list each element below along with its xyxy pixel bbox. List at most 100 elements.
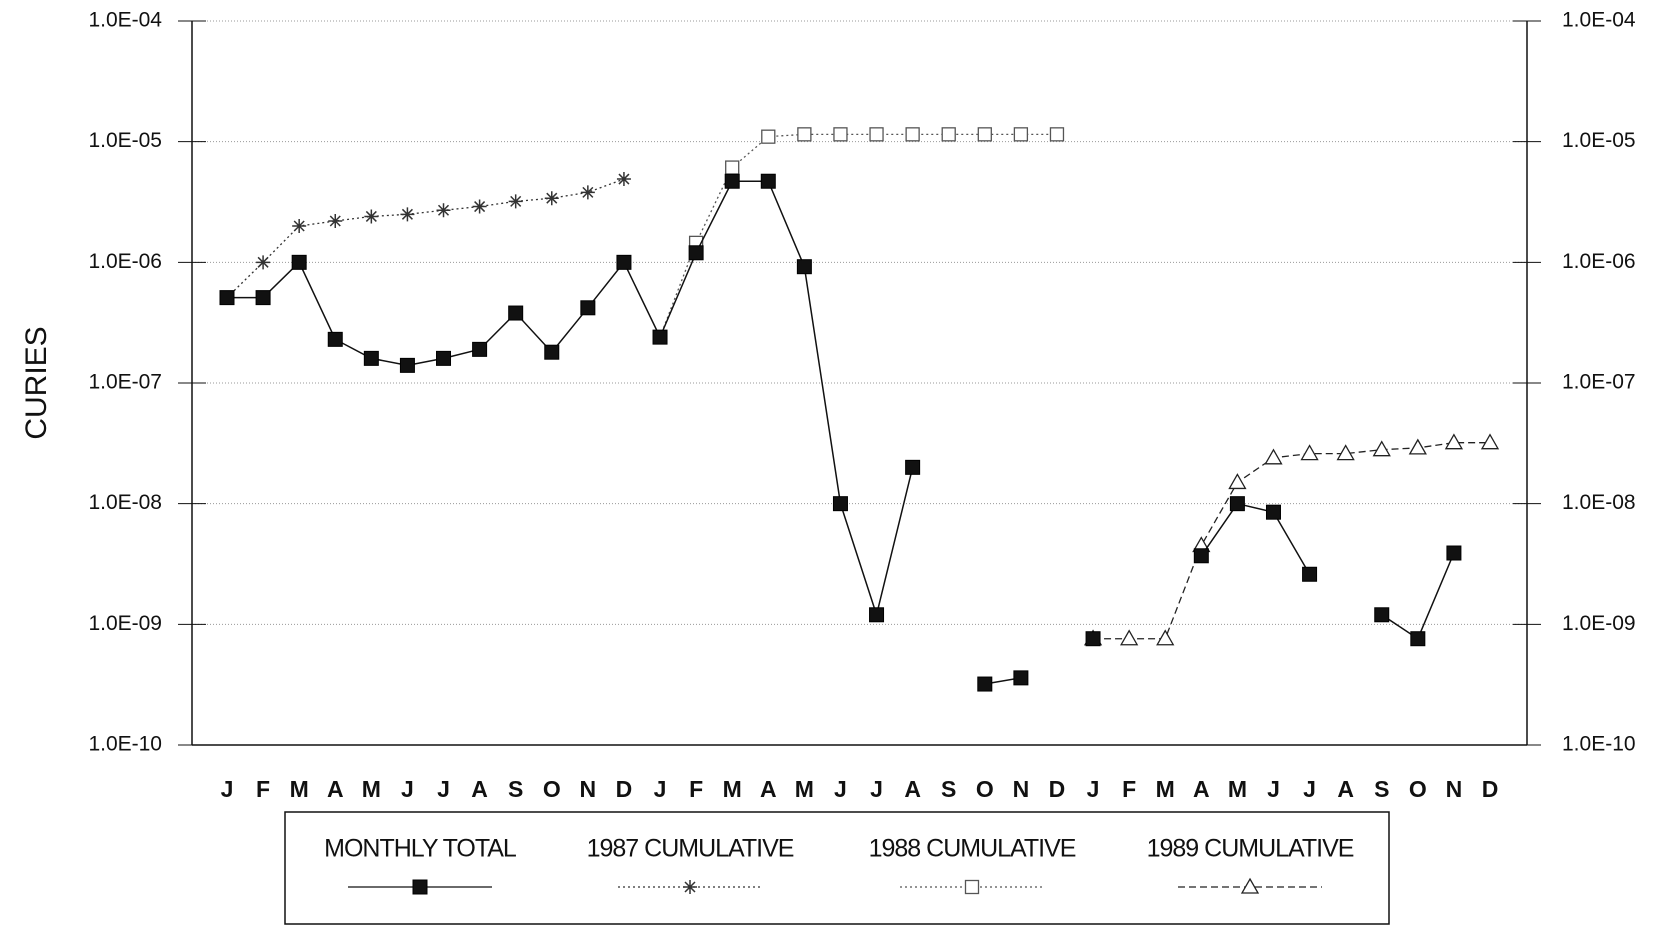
y2-tick-label: 1.0E-05 bbox=[1562, 129, 1636, 152]
marker bbox=[364, 209, 379, 224]
marker bbox=[400, 207, 415, 222]
marker bbox=[869, 607, 885, 623]
y2-tick-label: 1.0E-06 bbox=[1562, 250, 1636, 273]
marker bbox=[1156, 629, 1175, 646]
x-tick-label: M bbox=[362, 776, 381, 802]
marker bbox=[1444, 433, 1464, 450]
y2-tick-label: 1.0E-04 bbox=[1562, 9, 1636, 32]
marker bbox=[291, 254, 307, 270]
marker bbox=[292, 219, 307, 234]
x-tick-label: O bbox=[976, 776, 994, 802]
x-tick-label: D bbox=[1049, 776, 1066, 802]
marker bbox=[1372, 440, 1391, 457]
legend-marker bbox=[412, 879, 428, 895]
series-line bbox=[227, 180, 1455, 685]
x-tick-label: M bbox=[795, 776, 814, 802]
y-tick-label: 1.0E-07 bbox=[88, 371, 162, 394]
marker bbox=[905, 459, 921, 475]
marker bbox=[1264, 448, 1283, 465]
marker bbox=[544, 191, 559, 206]
x-tick-label: J bbox=[437, 776, 450, 802]
x-tick-label: A bbox=[1337, 776, 1354, 802]
marker bbox=[941, 127, 956, 142]
marker bbox=[1446, 545, 1462, 561]
x-tick-label: M bbox=[723, 776, 742, 802]
marker bbox=[869, 127, 884, 142]
marker bbox=[652, 329, 668, 345]
marker bbox=[977, 127, 992, 142]
x-tick-label: F bbox=[689, 776, 703, 802]
marker bbox=[219, 290, 235, 306]
marker bbox=[544, 344, 560, 360]
marker bbox=[724, 173, 740, 189]
marker bbox=[761, 129, 776, 144]
marker bbox=[1480, 433, 1500, 450]
marker bbox=[508, 305, 524, 321]
marker bbox=[436, 203, 451, 218]
x-tick-label: M bbox=[1156, 776, 1175, 802]
marker bbox=[472, 341, 488, 357]
marker bbox=[399, 357, 415, 373]
x-tick-label: F bbox=[1122, 776, 1136, 802]
y-axis-label: CURIES bbox=[20, 326, 53, 439]
marker bbox=[328, 214, 343, 229]
x-tick-label: N bbox=[1446, 776, 1463, 802]
x-tick-label: J bbox=[870, 776, 883, 802]
x-tick-label: J bbox=[221, 776, 234, 802]
x-tick-label: N bbox=[580, 776, 597, 802]
y-tick-label: 1.0E-09 bbox=[88, 612, 162, 635]
marker bbox=[255, 290, 271, 306]
marker bbox=[1013, 670, 1029, 686]
marker bbox=[580, 185, 595, 200]
marker bbox=[977, 676, 993, 692]
legend-label: 1988 CUMULATIVE bbox=[869, 835, 1076, 863]
series-line bbox=[659, 133, 1057, 338]
legend-box bbox=[284, 811, 1390, 925]
marker bbox=[1408, 438, 1427, 455]
marker bbox=[363, 350, 379, 366]
marker bbox=[1085, 631, 1101, 647]
marker bbox=[1193, 548, 1209, 564]
marker bbox=[1302, 566, 1318, 582]
x-tick-label: J bbox=[401, 776, 414, 802]
x-tick-label: A bbox=[760, 776, 777, 802]
series-line bbox=[226, 178, 625, 299]
legend-label: 1987 CUMULATIVE bbox=[587, 835, 794, 863]
legend-marker bbox=[683, 880, 697, 894]
marker bbox=[1229, 496, 1245, 512]
legend-marker bbox=[1240, 877, 1260, 894]
x-tick-label: A bbox=[904, 776, 921, 802]
y2-tick-label: 1.0E-10 bbox=[1562, 733, 1636, 756]
legend-label: MONTHLY TOTAL bbox=[324, 835, 517, 863]
marker bbox=[833, 127, 848, 142]
y2-tick-label: 1.0E-08 bbox=[1562, 491, 1636, 514]
marker bbox=[688, 245, 704, 261]
x-tick-label: F bbox=[256, 776, 270, 802]
marker bbox=[1410, 631, 1426, 647]
x-tick-label: S bbox=[1374, 776, 1389, 802]
marker bbox=[1120, 629, 1139, 646]
marker bbox=[725, 160, 740, 175]
x-tick-label: A bbox=[1193, 776, 1210, 802]
marker bbox=[1049, 127, 1065, 142]
marker bbox=[797, 127, 812, 142]
y2-tick-label: 1.0E-09 bbox=[1562, 612, 1636, 635]
marker bbox=[760, 173, 776, 189]
x-tick-label: M bbox=[290, 776, 309, 802]
legend-label: 1989 CUMULATIVE bbox=[1147, 835, 1354, 863]
y-tick-label: 1.0E-08 bbox=[88, 491, 162, 514]
marker bbox=[796, 259, 812, 275]
x-tick-label: J bbox=[654, 776, 667, 802]
marker bbox=[1300, 444, 1319, 461]
marker bbox=[1228, 473, 1247, 490]
x-tick-label: J bbox=[1303, 776, 1316, 802]
marker bbox=[616, 254, 632, 270]
marker bbox=[616, 172, 631, 187]
legend-marker bbox=[964, 879, 980, 895]
marker bbox=[256, 255, 271, 270]
x-tick-label: S bbox=[508, 776, 523, 802]
x-tick-label: A bbox=[471, 776, 488, 802]
y2-tick-label: 1.0E-07 bbox=[1562, 371, 1636, 394]
x-tick-label: M bbox=[1228, 776, 1247, 802]
